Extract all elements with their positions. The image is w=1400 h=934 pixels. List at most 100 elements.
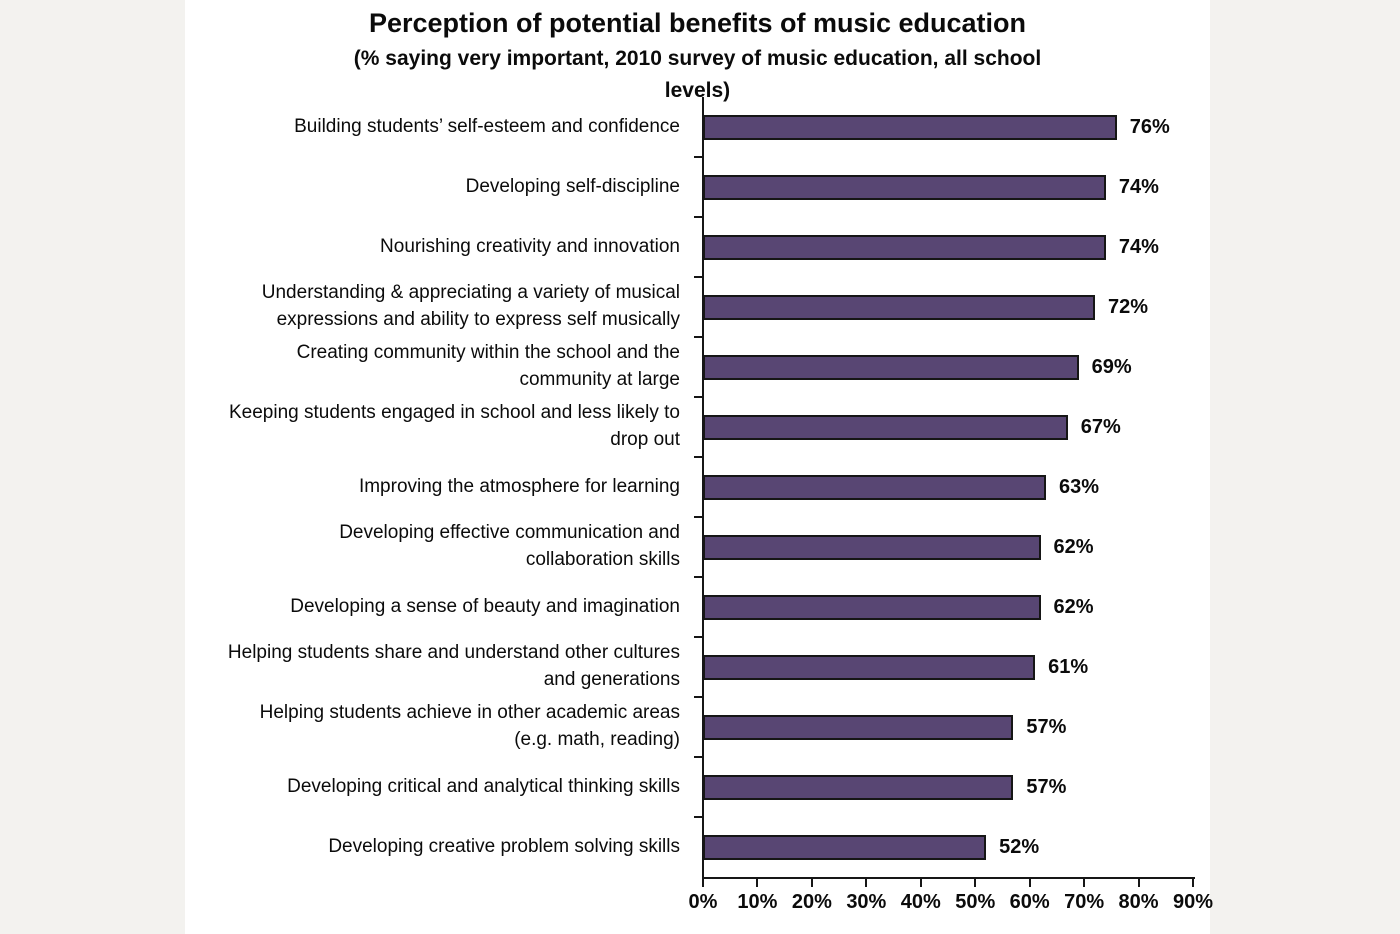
x-axis-tick-label: 60% — [1009, 891, 1050, 913]
chart-title: Perception of potential benefits of musi… — [368, 8, 1027, 38]
y-axis-tick — [694, 516, 702, 518]
y-axis-tick — [694, 576, 702, 578]
chart-subtitle: (% saying very important, 2010 survey of… — [353, 47, 1042, 102]
bar-row: Developing a sense of beauty and imagina… — [185, 577, 1210, 637]
y-axis-tick — [694, 816, 702, 818]
value-label: 74% — [1118, 235, 1159, 258]
bar-chart: 0% 10% 20% 30% 40% 50% 60% 70% 80% 90% Building s… — [185, 97, 1213, 934]
y-axis-tick — [694, 696, 702, 698]
bar — [703, 774, 1014, 800]
bar — [703, 354, 1079, 380]
category-label: Developing critical and analytical think… — [287, 775, 680, 797]
bar — [703, 594, 1041, 620]
y-axis-tick — [694, 216, 702, 218]
bar-row: Helping students achieve in other academ… — [185, 697, 1210, 757]
value-label: 57% — [1026, 715, 1067, 738]
bar-row: Nourishing creativity and innovation 74% — [185, 217, 1210, 277]
category-label: Helping students share and understand ot… — [227, 642, 680, 690]
bar-track: 62% — [703, 517, 1193, 577]
value-label: 72% — [1108, 295, 1149, 318]
value-label: 62% — [1053, 595, 1094, 618]
category-label: Improving the atmosphere for learning — [358, 475, 680, 497]
bar — [703, 834, 987, 860]
bar-row: Developing creative problem solving skil… — [185, 817, 1210, 877]
bar — [703, 714, 1014, 740]
x-axis-tick — [1083, 879, 1086, 887]
bar-row: Developing critical and analytical think… — [185, 757, 1210, 817]
bar-track: 52% — [703, 817, 1193, 877]
value-label: 74% — [1118, 175, 1159, 198]
bar — [703, 294, 1095, 320]
x-axis-tick — [810, 879, 813, 887]
x-axis-tick — [1192, 879, 1194, 887]
bar-track: 72% — [703, 277, 1193, 337]
category-label: Developing effective communication and c… — [339, 522, 680, 570]
x-axis-tick-label: 30% — [846, 891, 887, 913]
bar — [703, 534, 1041, 560]
x-axis-tick — [1028, 879, 1031, 887]
category-label: Understanding & appreciating a variety o… — [261, 282, 680, 330]
y-axis-tick — [694, 336, 702, 338]
bar — [703, 174, 1106, 200]
value-label: 76% — [1129, 115, 1170, 138]
bar-row: Building students’ self-esteem and confi… — [185, 97, 1210, 157]
y-axis-tick — [694, 276, 702, 278]
bar — [703, 414, 1068, 440]
x-axis-tick-label: 90% — [1172, 891, 1214, 913]
category-label: Developing a sense of beauty and imagina… — [290, 595, 680, 617]
value-label: 52% — [999, 835, 1040, 858]
bar-track: 63% — [703, 457, 1193, 517]
x-axis-tick-label: 70% — [1064, 891, 1105, 913]
value-label: 62% — [1053, 535, 1094, 558]
bar — [703, 114, 1117, 140]
x-axis-tick-label: 40% — [900, 891, 941, 913]
x-axis-tick-label: 80% — [1118, 891, 1159, 913]
bar-track: 57% — [703, 757, 1193, 817]
value-label: 69% — [1091, 355, 1132, 378]
x-axis-tick-label: 50% — [955, 891, 996, 913]
category-label: Keeping students engaged in school and l… — [228, 402, 680, 450]
value-label: 67% — [1080, 415, 1121, 438]
category-label: Helping students achieve in other academ… — [259, 702, 680, 750]
x-axis-tick — [865, 879, 868, 887]
bar-row: Developing self-discipline 74% — [185, 157, 1210, 217]
value-label: 63% — [1059, 475, 1100, 498]
bar-track: 62% — [703, 577, 1193, 637]
x-axis-tick-label: 10% — [737, 891, 778, 913]
bar-track: 61% — [703, 637, 1193, 697]
bar-row: Keeping students engaged in school and l… — [185, 397, 1210, 457]
value-label: 61% — [1048, 655, 1089, 678]
x-axis-tick-label: 20% — [791, 891, 832, 913]
category-label: Building students’ self-esteem and confi… — [294, 115, 680, 137]
y-axis-tick — [694, 456, 702, 458]
bar-row: Understanding & appreciating a variety o… — [185, 277, 1210, 337]
bar-track: 57% — [703, 697, 1193, 757]
bar-rows: Building students’ self-esteem and confi… — [185, 97, 1210, 877]
x-axis-line — [702, 877, 1195, 879]
category-label: Creating community within the school and… — [296, 342, 680, 390]
bar-row: Creating community within the school and… — [185, 337, 1210, 397]
x-axis-tick — [974, 879, 977, 887]
bar-track: 74% — [703, 217, 1193, 277]
bar-row: Improving the atmosphere for learning 63% — [185, 457, 1210, 517]
category-label: Nourishing creativity and innovation — [380, 235, 680, 257]
y-axis-tick — [694, 756, 702, 758]
bar-row: Developing effective communication and c… — [185, 517, 1210, 577]
x-axis-tick — [1137, 879, 1140, 887]
category-label: Developing creative problem solving skil… — [328, 835, 680, 857]
bar-track: 76% — [703, 97, 1193, 157]
category-label: Developing self-discipline — [465, 175, 680, 197]
bar-track: 69% — [703, 337, 1193, 397]
bar-track: 67% — [703, 397, 1193, 457]
y-axis-tick — [694, 636, 702, 638]
x-axis-tick-label: 0% — [688, 891, 718, 913]
x-axis-tick — [702, 879, 704, 887]
bar — [703, 474, 1046, 500]
x-axis-tick — [919, 879, 922, 887]
x-axis-tick — [756, 879, 759, 887]
y-axis-tick — [694, 156, 702, 158]
value-label: 57% — [1026, 775, 1067, 798]
bar-track: 74% — [703, 157, 1193, 217]
bar — [703, 234, 1106, 260]
chart-panel: Perception of potential benefits of musi… — [185, 0, 1213, 934]
